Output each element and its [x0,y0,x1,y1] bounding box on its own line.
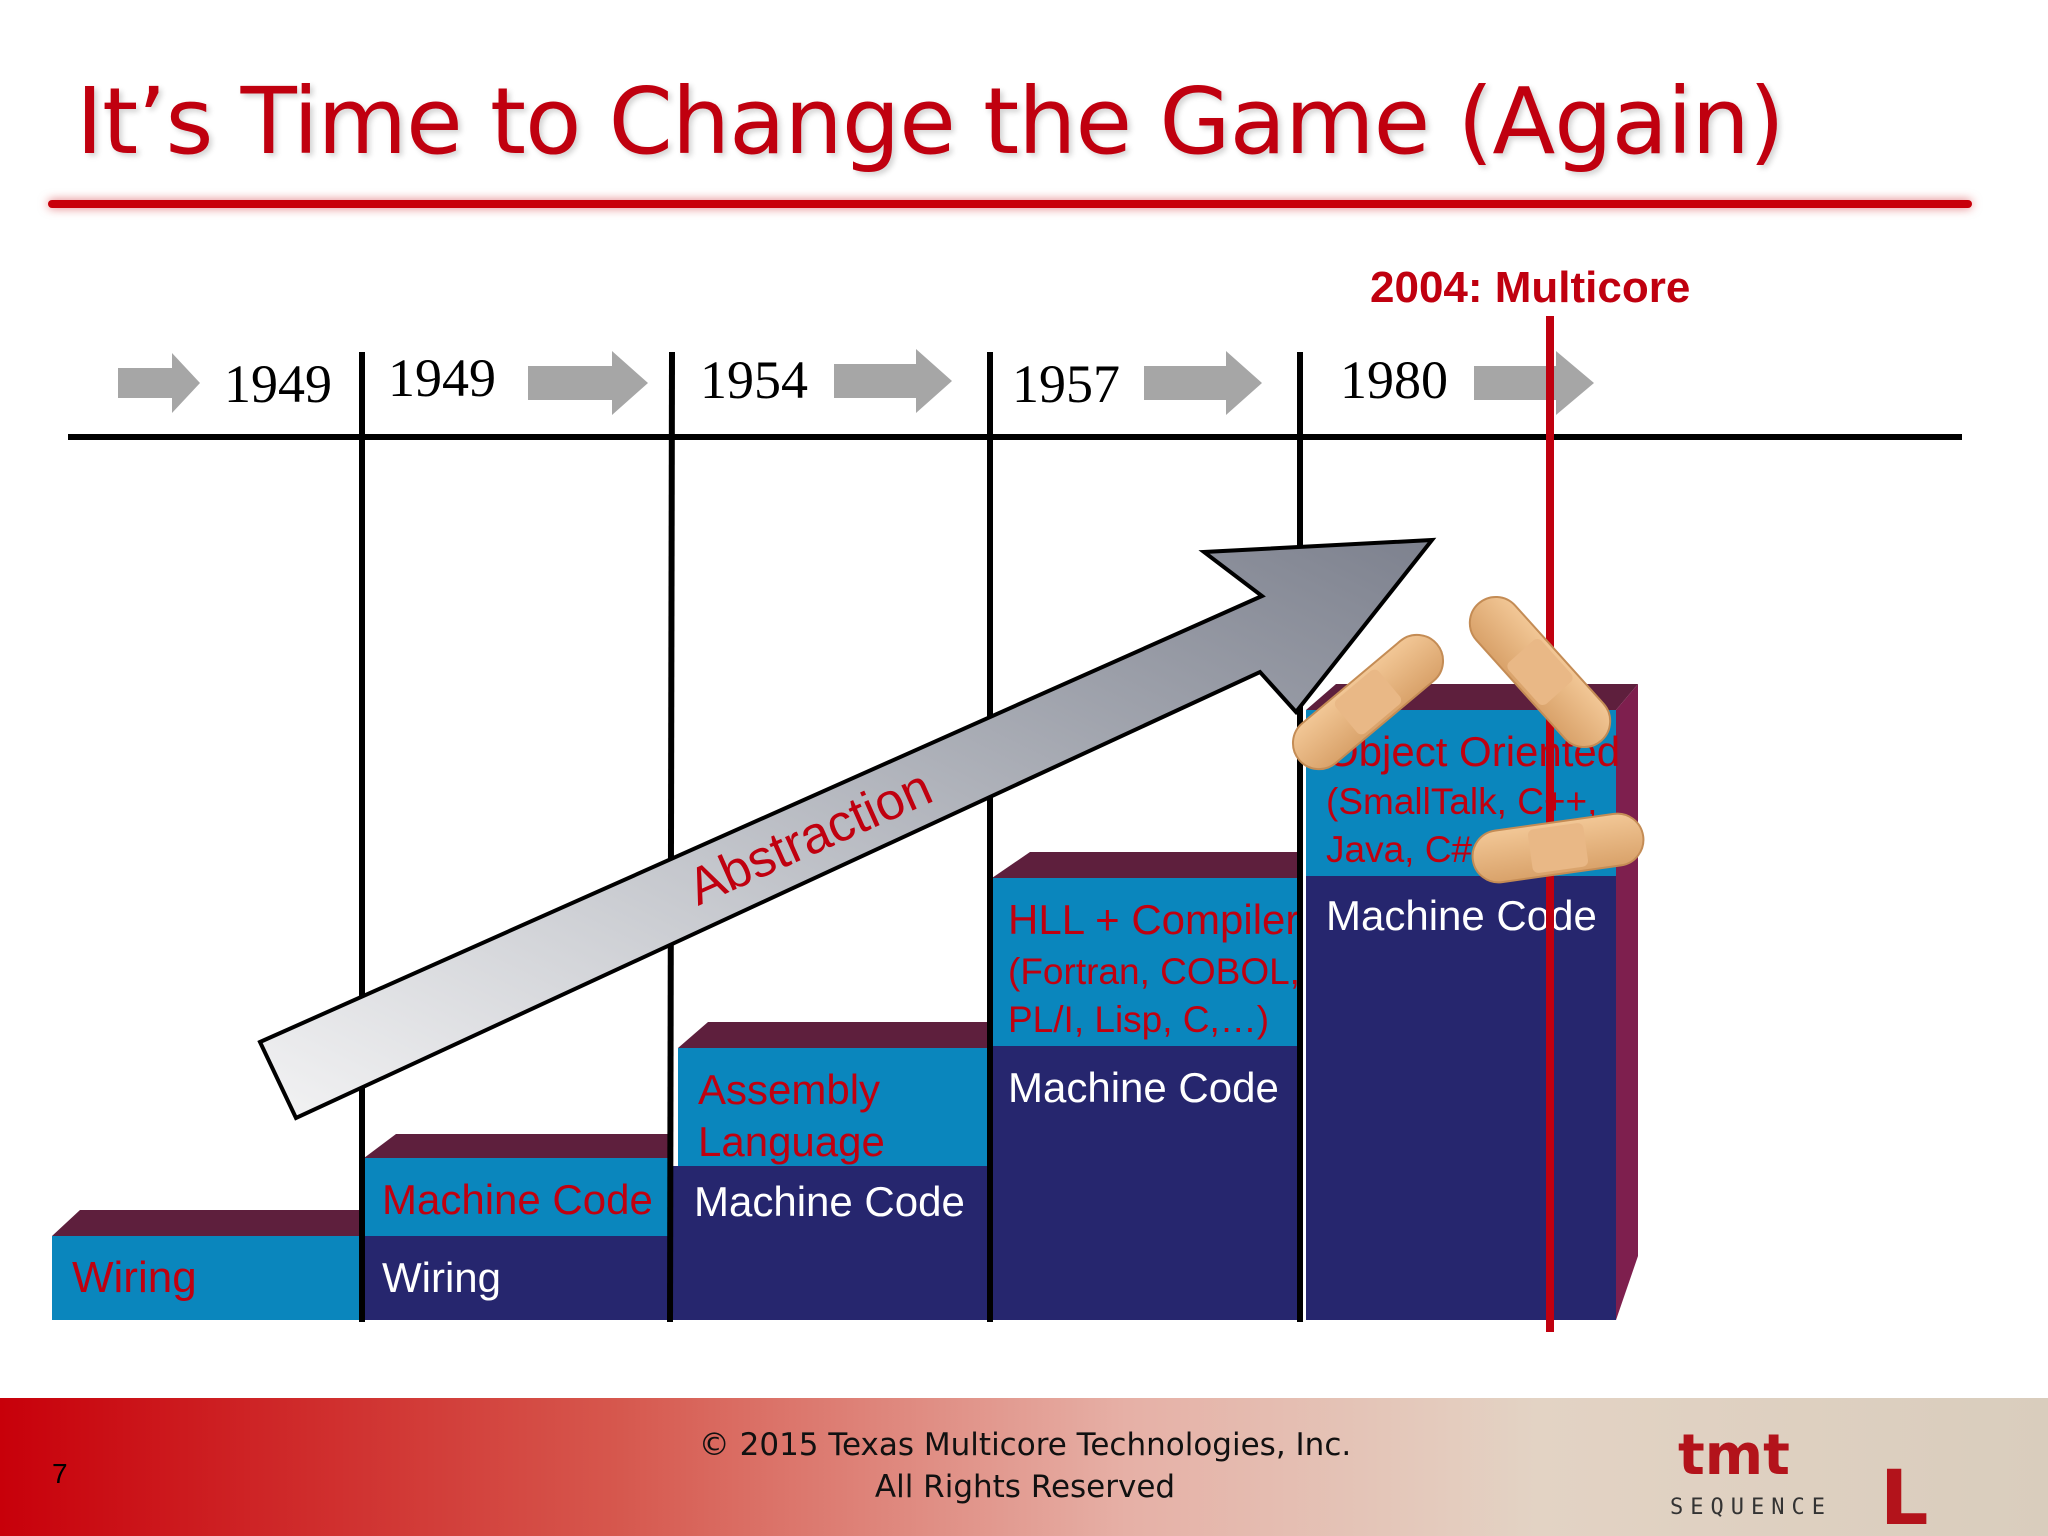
timeline-dividers [359,351,1303,1323]
timeline-arrows [118,349,1594,415]
bandage-icon-1 [1291,633,1445,771]
slide-number: 7 [52,1458,68,1489]
step-4-bottom-label: Machine Code [1008,1064,1279,1111]
title-underline [48,200,1972,208]
timeline-arrow-1 [118,353,200,413]
slide-title: It’s Time to Change the Game (Again) [76,68,1785,175]
step-3-bottom-label: Machine Code [694,1178,965,1225]
bandage-icon-3 [1471,812,1645,884]
step-5-top-label-line2: (SmallTalk, C++, [1326,781,1597,822]
step-4-block: HLL + Compiler (Fortran, COBOL, PL/I, Li… [992,852,1300,1320]
timeline-arrow-5 [1474,351,1594,415]
year-label-4: 1957 [1012,354,1120,414]
logo-mark: L [1880,1453,1928,1532]
footer-band [0,1398,2048,1536]
timeline-arrow-3 [834,349,952,413]
step-5-bottom-label: Machine Code [1326,892,1597,939]
logo-text-top: tmt [1678,1423,1790,1488]
copyright-line-2: All Rights Reserved [874,1469,1176,1505]
logo-text-bottom: SEQUENCE [1670,1495,1832,1520]
timeline-arrow-4 [1144,351,1262,415]
year-label-5: 1980 [1340,350,1448,410]
year-label-2: 1949 [388,348,496,408]
bandage-icons [1291,595,1645,884]
abstraction-diagram: 1949 1949 1954 1957 1980 2004: Multicore… [52,263,1962,1332]
multicore-label: 2004: Multicore [1370,263,1690,312]
year-label-1: 1949 [224,354,332,414]
step-2-block: Machine Code Wiring [364,1134,668,1320]
step-2-bottom-label: Wiring [382,1254,501,1301]
copyright-notice: © 2015 Texas Multicore Technologies, Inc… [640,1424,1410,1508]
step-5-block: Object Oriented (SmallTalk, C++, Java, C… [1306,684,1638,1320]
divider-2 [667,351,675,1323]
step-3-block: Assembly Language Machine Code [670,1022,988,1320]
step-2-top-label: Machine Code [382,1176,653,1223]
step-1-top-label: Wiring [72,1253,197,1302]
step-4-top-label-line3: PL/I, Lisp, C,…) [1008,999,1269,1040]
step-4-top-label-line2: (Fortran, COBOL, [1008,951,1300,992]
step-4-top-label-line1: HLL + Compiler [1008,896,1299,943]
year-label-3: 1954 [700,350,808,410]
timeline-arrow-2 [528,351,648,415]
step-1-block: Wiring [52,1210,364,1320]
step-3-top-label-line1: Assembly [698,1066,880,1113]
company-logo: tmt SEQUENCE L [1670,1423,1928,1532]
bandage-icon-2 [1468,595,1612,749]
step-5-top-label-line3: Java, C#,) [1326,829,1495,870]
step-3-top-label-line2: Language [698,1118,885,1165]
copyright-line-1: © 2015 Texas Multicore Technologies, Inc… [698,1427,1352,1463]
